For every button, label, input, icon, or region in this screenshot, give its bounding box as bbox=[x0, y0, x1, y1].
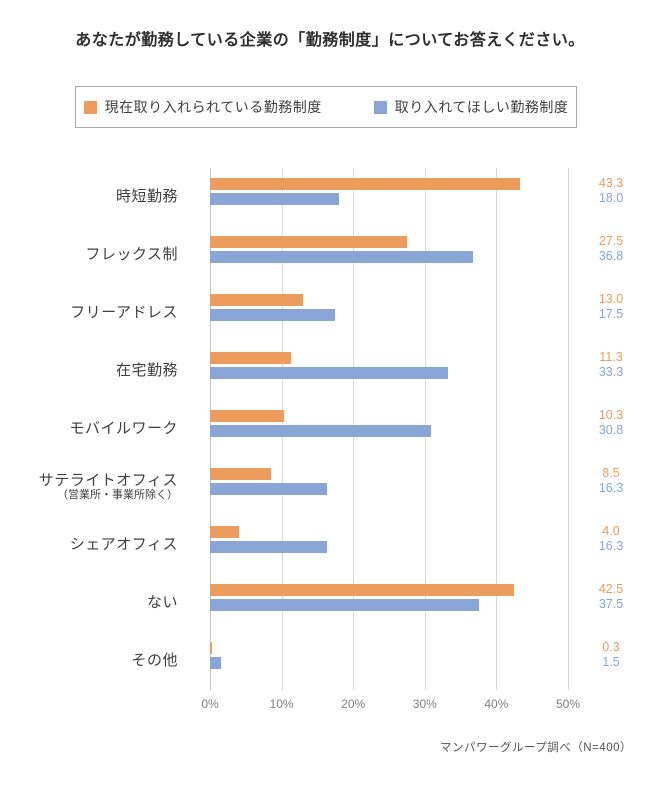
chart-row: シェアオフィス 4.0 16.3 bbox=[0, 516, 660, 574]
category-label: シェアオフィス bbox=[0, 516, 178, 574]
value-label-current: 11.3 bbox=[599, 350, 623, 364]
bar-desired bbox=[210, 251, 474, 263]
legend-swatch-desired-icon bbox=[373, 100, 387, 114]
bar-desired bbox=[210, 483, 327, 495]
value-label-desired: 37.5 bbox=[598, 597, 624, 611]
category-label-text: フリーアドレス bbox=[70, 304, 178, 322]
chart-row: その他 0.3 1.5 bbox=[0, 632, 660, 690]
x-tick-label: 0% bbox=[201, 697, 219, 711]
category-label: その他 bbox=[0, 632, 178, 690]
bar-desired bbox=[210, 657, 221, 669]
chart-row: 時短勤務 43.3 18.0 bbox=[0, 168, 660, 226]
value-label-desired: 18.0 bbox=[598, 191, 624, 205]
gridline bbox=[568, 168, 569, 690]
category-label-text: サテライトオフィス bbox=[38, 471, 178, 489]
value-label-desired: 36.8 bbox=[598, 249, 624, 263]
x-tick-label: 10% bbox=[269, 697, 294, 711]
x-tick-label: 50% bbox=[555, 697, 581, 711]
bar-desired bbox=[210, 309, 336, 321]
category-label: フリーアドレス bbox=[0, 284, 178, 342]
chart-row: フリーアドレス 13.0 17.5 bbox=[0, 284, 660, 342]
category-label: サテライトオフィス （営業所・事業所除く） bbox=[0, 458, 178, 516]
source-note: マンパワーグループ調べ（N=400） bbox=[439, 742, 632, 754]
bar-desired bbox=[210, 193, 339, 205]
x-tick-label: 30% bbox=[412, 697, 437, 711]
category-label: ない bbox=[0, 574, 178, 632]
value-label-desired: 16.3 bbox=[598, 539, 624, 553]
chart-row: モバイルワーク 10.3 30.8 bbox=[0, 400, 660, 458]
bar-current bbox=[210, 526, 239, 538]
chart-row: フレックス制 27.5 36.8 bbox=[0, 226, 660, 284]
bar-current bbox=[210, 178, 521, 190]
bar-desired bbox=[210, 599, 479, 611]
value-label-desired: 33.3 bbox=[598, 365, 624, 379]
category-label: フレックス制 bbox=[0, 226, 178, 284]
bar-desired bbox=[210, 541, 327, 553]
value-label-desired: 1.5 bbox=[602, 655, 620, 669]
category-label: モバイルワーク bbox=[0, 400, 178, 458]
legend-label-current: 現在取り入れられている勤務制度 bbox=[104, 99, 322, 115]
value-label-current: 27.5 bbox=[598, 234, 624, 248]
category-label-text: シェアオフィス bbox=[69, 536, 178, 554]
bar-chart: 時短勤務 43.3 18.0 フレックス制 27.5 36.8 フリーアドレス 13.0 17.… bbox=[0, 155, 660, 740]
chart-title: あなたが勤務している企業の「勤務制度」についてお答えください。 bbox=[75, 32, 585, 49]
category-label: 時短勤務 bbox=[0, 168, 178, 226]
gridline bbox=[496, 168, 498, 690]
value-label-desired: 30.8 bbox=[598, 423, 624, 437]
bar-current bbox=[210, 468, 271, 480]
bar-desired bbox=[210, 367, 449, 379]
legend-item-current: 現在取り入れられている勤務制度 bbox=[83, 97, 322, 117]
bar-current bbox=[210, 352, 291, 364]
bar-current bbox=[210, 410, 284, 422]
x-tick-label: 40% bbox=[484, 697, 509, 711]
bar-current bbox=[210, 236, 407, 248]
bar-current bbox=[210, 584, 515, 596]
category-label-text: ない bbox=[146, 594, 178, 612]
value-label-current: 42.5 bbox=[598, 582, 624, 596]
value-label-desired: 17.5 bbox=[598, 307, 624, 321]
category-label-text: その他 bbox=[131, 652, 178, 670]
chart-row: 在宅勤務 11.3 33.3 bbox=[0, 342, 660, 400]
category-label-text: 在宅勤務 bbox=[115, 362, 178, 380]
value-label-current: 4.0 bbox=[602, 524, 620, 538]
x-tick-label: 20% bbox=[341, 697, 366, 711]
bar-current bbox=[210, 294, 304, 306]
category-label-text: 時短勤務 bbox=[115, 188, 178, 206]
chart-rows: 時短勤務 43.3 18.0 フレックス制 27.5 36.8 フリーアドレス 13.0 17.… bbox=[0, 168, 660, 690]
legend-item-desired: 取り入れてほしい勤務制度 bbox=[373, 97, 569, 117]
category-sublabel-text: （営業所・事業所除く） bbox=[57, 489, 178, 502]
value-label-current: 0.3 bbox=[602, 640, 620, 654]
chart-row: サテライトオフィス （営業所・事業所除く） 8.5 16.3 bbox=[0, 458, 660, 516]
category-label-text: モバイルワーク bbox=[69, 420, 178, 438]
value-label-desired: 16.3 bbox=[598, 481, 624, 495]
chart-row: ない 42.5 37.5 bbox=[0, 574, 660, 632]
value-label-current: 43.3 bbox=[598, 176, 624, 190]
category-label-text: フレックス制 bbox=[85, 246, 178, 264]
legend: 現在取り入れられている勤務制度 取り入れてほしい勤務制度 bbox=[75, 86, 577, 128]
value-label-current: 8.5 bbox=[602, 466, 620, 480]
legend-swatch-current-icon bbox=[83, 100, 97, 114]
bar-current bbox=[210, 642, 213, 654]
legend-label-desired: 取り入れてほしい勤務制度 bbox=[394, 99, 569, 115]
category-label: 在宅勤務 bbox=[0, 342, 178, 400]
value-label-current: 13.0 bbox=[598, 292, 624, 306]
value-label-current: 10.3 bbox=[598, 408, 624, 422]
bar-desired bbox=[210, 425, 431, 437]
